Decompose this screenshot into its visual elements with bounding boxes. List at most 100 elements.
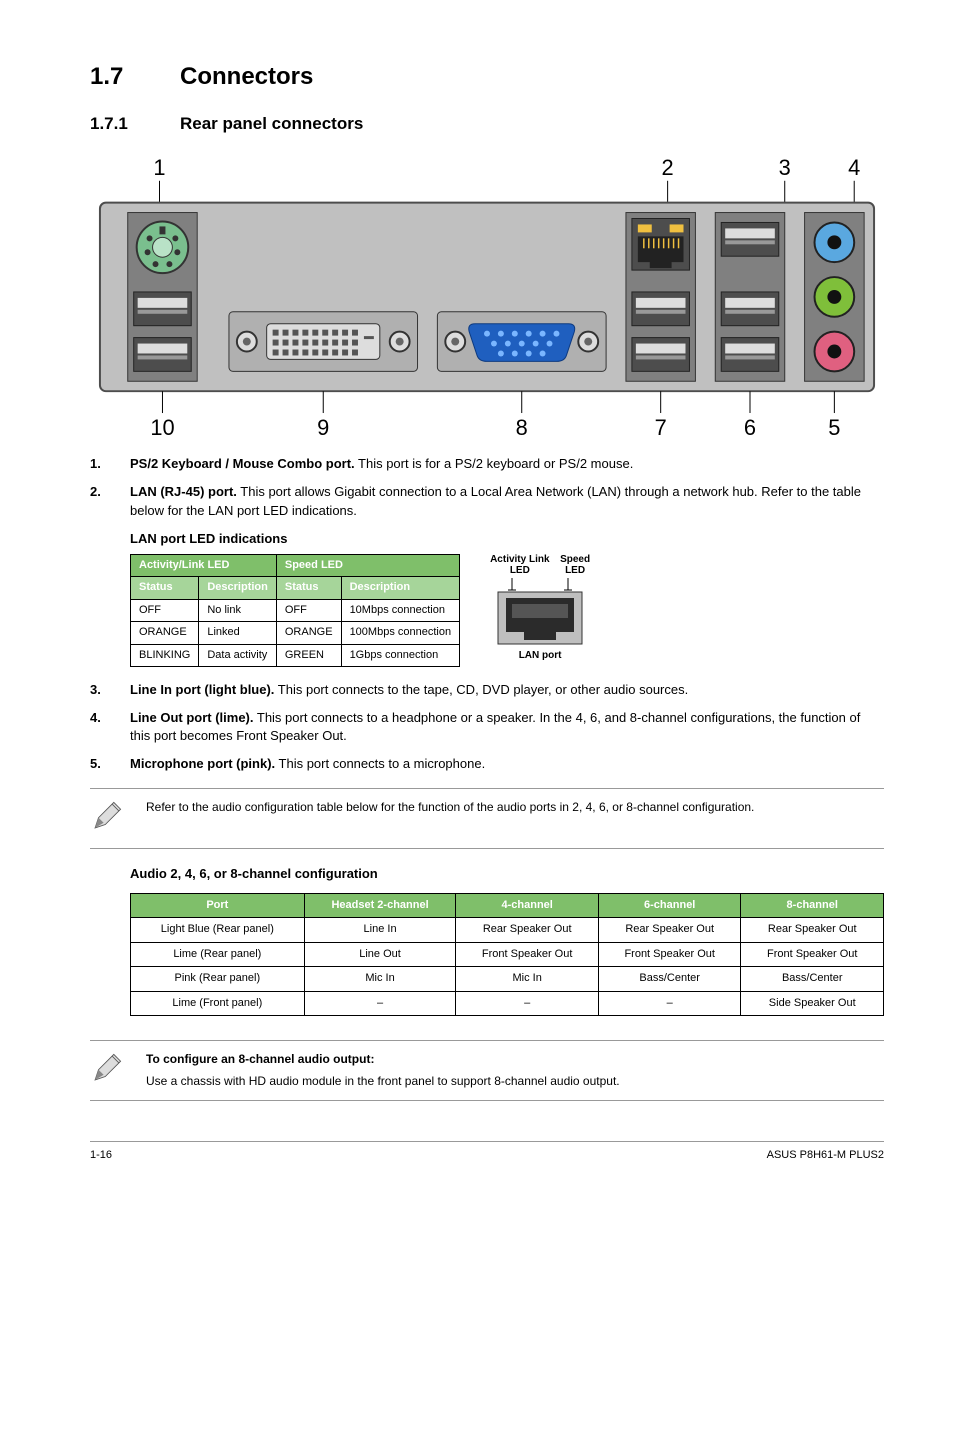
table-cell: Mic In (304, 967, 456, 991)
activity-led-label: Activity LinkLED (490, 554, 549, 576)
audio-jack-stack (805, 213, 865, 382)
rear-panel-svg: 1 2 3 4 (90, 153, 884, 441)
item-rest: This port is for a PS/2 keyboard or PS/2… (355, 456, 634, 471)
port-list-1: 1. PS/2 Keyboard / Mouse Combo port. Thi… (90, 455, 884, 520)
item-bold: Line Out port (lime). (130, 710, 254, 725)
table-cell: Bass/Center (741, 967, 884, 991)
rear-panel-diagram: 1 2 3 4 (90, 153, 884, 441)
table-cell: OFF (276, 599, 341, 621)
callout-7: 7 (655, 415, 667, 440)
note-text: Refer to the audio configuration table b… (146, 799, 884, 816)
table-cell: Lime (Front panel) (131, 991, 305, 1015)
callout-4: 4 (848, 155, 860, 180)
list-item: 1. PS/2 Keyboard / Mouse Combo port. Thi… (90, 455, 884, 473)
table-cell: Side Speaker Out (741, 991, 884, 1015)
audio-config-heading: Audio 2, 4, 6, or 8-channel configuratio… (130, 865, 884, 883)
table-cell: Mic In (456, 967, 599, 991)
usb-stack-2 (715, 213, 784, 382)
table-cell: No link (199, 599, 277, 621)
table-header: Status (131, 577, 199, 599)
table-row: ORANGE Linked ORANGE 100Mbps connection (131, 622, 460, 644)
table-cell: Data activity (199, 644, 277, 666)
table-cell: BLINKING (131, 644, 199, 666)
item-number: 2. (90, 483, 130, 519)
subsection-number: 1.7.1 (90, 112, 180, 136)
table-row: Light Blue (Rear panel) Line In Rear Spe… (131, 918, 884, 942)
callout-2: 2 (662, 155, 674, 180)
item-rest: This port connects to a microphone. (275, 756, 485, 771)
list-item: 4. Line Out port (lime). This port conne… (90, 709, 884, 745)
table-cell: – (456, 991, 599, 1015)
note-text: To configure an 8-channel audio output: … (146, 1051, 884, 1090)
note-8channel: To configure an 8-channel audio output: … (90, 1040, 884, 1101)
table-row: Lime (Rear panel) Line Out Front Speaker… (131, 942, 884, 966)
subsection-name: Rear panel connectors (180, 114, 363, 133)
table-header: Status (276, 577, 341, 599)
lan-port-figure: Activity LinkLED SpeedLED LAN port (490, 554, 590, 661)
table-cell: 100Mbps connection (341, 622, 460, 644)
pencil-icon (90, 1051, 126, 1090)
port-list-2: 3. Line In port (light blue). This port … (90, 681, 884, 774)
item-body: Line In port (light blue). This port con… (130, 681, 884, 699)
table-cell: Lime (Rear panel) (131, 942, 305, 966)
speed-led-label: SpeedLED (560, 554, 590, 576)
table-row: OFF No link OFF 10Mbps connection (131, 599, 460, 621)
ps2-usb-stack (128, 213, 197, 382)
item-bold: PS/2 Keyboard / Mouse Combo port. (130, 456, 355, 471)
section-name: Connectors (180, 63, 313, 90)
table-row: BLINKING Data activity GREEN 1Gbps conne… (131, 644, 460, 666)
table-header: Port (131, 894, 305, 918)
table-cell: 10Mbps connection (341, 599, 460, 621)
note-body: Use a chassis with HD audio module in th… (146, 1074, 620, 1088)
table-header: Activity/Link LED (131, 554, 277, 576)
lan-usb-stack-1 (626, 213, 695, 382)
lan-port-icon (490, 578, 590, 648)
item-rest: This port connects to the tape, CD, DVD … (274, 682, 688, 697)
lan-port-caption: LAN port (490, 650, 590, 661)
table-cell: – (598, 991, 741, 1015)
table-header: Speed LED (276, 554, 459, 576)
section-title: 1.7Connectors (90, 60, 884, 94)
subsection-title: 1.7.1Rear panel connectors (90, 112, 884, 136)
callout-1: 1 (153, 155, 165, 180)
table-cell: Pink (Rear panel) (131, 967, 305, 991)
vga-port (437, 312, 606, 372)
lan-led-heading: LAN port LED indications (130, 530, 884, 548)
table-cell: OFF (131, 599, 199, 621)
list-item: 3. Line In port (light blue). This port … (90, 681, 884, 699)
table-row: Lime (Front panel) – – – Side Speaker Ou… (131, 991, 884, 1015)
section-number: 1.7 (90, 60, 180, 94)
table-cell: Light Blue (Rear panel) (131, 918, 305, 942)
table-cell: Line In (304, 918, 456, 942)
table-cell: GREEN (276, 644, 341, 666)
note-title: To configure an 8-channel audio output: (146, 1051, 884, 1068)
table-row: Pink (Rear panel) Mic In Mic In Bass/Cen… (131, 967, 884, 991)
callout-8: 8 (516, 415, 528, 440)
table-header: 6-channel (598, 894, 741, 918)
list-item: 5. Microphone port (pink). This port con… (90, 755, 884, 773)
table-cell: Line Out (304, 942, 456, 966)
table-cell: Front Speaker Out (741, 942, 884, 966)
item-number: 5. (90, 755, 130, 773)
table-header: Description (341, 577, 460, 599)
item-number: 4. (90, 709, 130, 745)
item-bold: Microphone port (pink). (130, 756, 275, 771)
callout-6: 6 (744, 415, 756, 440)
table-cell: Linked (199, 622, 277, 644)
item-body: PS/2 Keyboard / Mouse Combo port. This p… (130, 455, 884, 473)
page-number: 1-16 (90, 1148, 112, 1163)
table-cell: Front Speaker Out (598, 942, 741, 966)
callout-3: 3 (779, 155, 791, 180)
item-bold: LAN (RJ-45) port. (130, 484, 237, 499)
table-cell: ORANGE (131, 622, 199, 644)
lan-led-table: Activity/Link LED Speed LED Status Descr… (130, 554, 460, 667)
callout-9: 9 (317, 415, 329, 440)
callout-5: 5 (828, 415, 840, 440)
audio-config-table: Port Headset 2-channel 4-channel 6-chann… (130, 893, 884, 1016)
table-cell: ORANGE (276, 622, 341, 644)
product-name: ASUS P8H61-M PLUS2 (767, 1148, 884, 1163)
item-number: 3. (90, 681, 130, 699)
table-cell: Bass/Center (598, 967, 741, 991)
pencil-icon (90, 799, 126, 838)
table-cell: 1Gbps connection (341, 644, 460, 666)
